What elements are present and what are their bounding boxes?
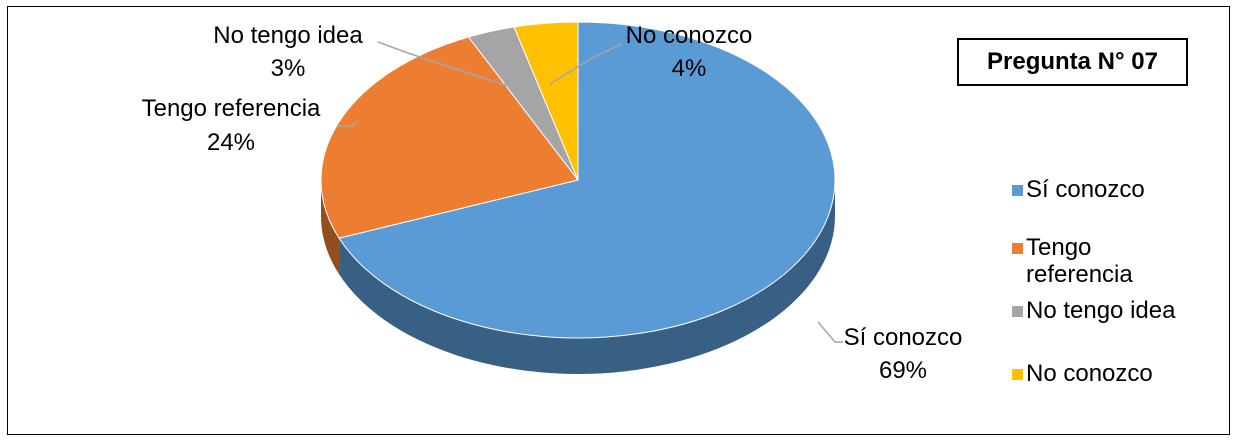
- data-label-value-tengo-referencia: 24%: [207, 129, 255, 156]
- leader-line-no-conozco: [549, 43, 623, 85]
- pie-slices: [320, 21, 836, 374]
- leader-line-no-tengo-idea: [377, 41, 509, 87]
- pie-slice-si-conozco: [338, 21, 836, 339]
- pie-slice-tengo-referencia: [320, 36, 579, 239]
- data-label-name-tengo-referencia: Tengo referencia: [142, 95, 321, 122]
- pie-slice-no-conozco: [513, 21, 579, 181]
- data-label-value-si-conozco: 69%: [879, 357, 927, 384]
- data-label-name-no-conozco: No conozco: [626, 22, 753, 49]
- pie-side-tengo-referencia: [321, 180, 340, 275]
- data-label-value-no-tengo-idea: 3%: [271, 55, 306, 82]
- legend-label-no-tengo-idea: No tengo idea: [1026, 297, 1176, 324]
- legend-item-no-tengo-idea: No tengo idea: [1012, 297, 1175, 324]
- leader-line-tengo-referencia: [338, 120, 359, 127]
- pie-side-si-conozco: [339, 180, 836, 374]
- legend-swatch-si-conozco: [1012, 185, 1023, 196]
- legend-item-no-conozco: No conozco: [1012, 360, 1153, 387]
- leader-lines: [338, 41, 843, 343]
- legend-item-tengo-referencia: Tengo referencia: [1012, 234, 1133, 288]
- legend-swatch-no-conozco: [1012, 369, 1023, 380]
- leader-line-si-conozco: [817, 321, 843, 343]
- legend-swatch-tengo-referencia: [1012, 243, 1023, 254]
- legend-label-tengo-referencia: Tengo referencia: [1026, 234, 1133, 288]
- legend-label-si-conozco: Sí conozco: [1026, 176, 1145, 203]
- data-label-name-no-tengo-idea: No tengo idea: [213, 22, 363, 49]
- legend-label-no-conozco: No conozco: [1026, 360, 1153, 387]
- data-label-name-si-conozco: Sí conozco: [844, 324, 963, 351]
- legend-swatch-no-tengo-idea: [1012, 306, 1023, 317]
- data-label-value-no-conozco: 4%: [672, 55, 707, 82]
- legend-item-si-conozco: Sí conozco: [1012, 176, 1145, 203]
- chart-title: Pregunta N° 07: [957, 38, 1188, 86]
